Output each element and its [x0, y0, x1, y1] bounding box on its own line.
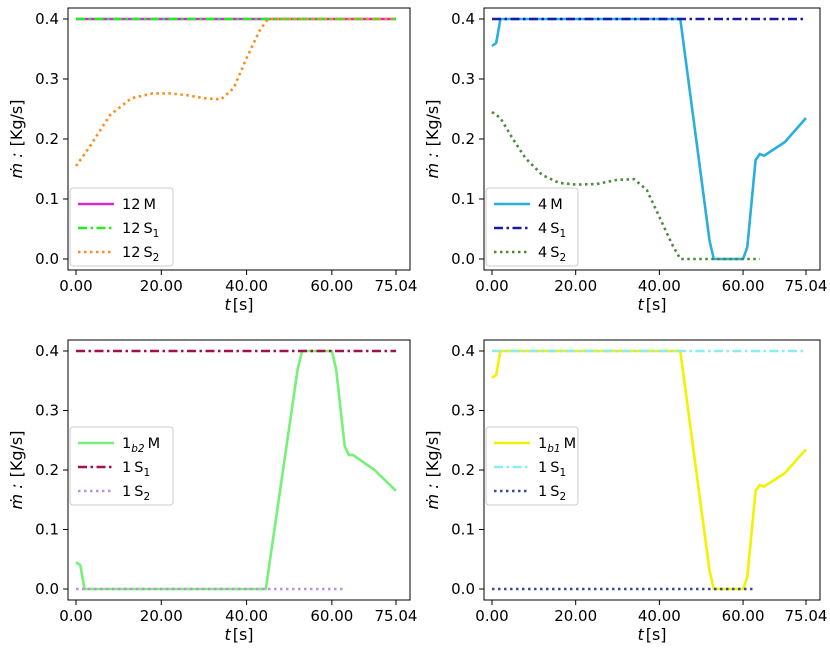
x-tick-label: 20.00	[554, 607, 597, 625]
series-line-3	[491, 110, 760, 261]
x-tick-label: 20.00	[140, 277, 183, 295]
y-axis-label: ṁ :[Kg/s]	[423, 100, 442, 179]
y-tick-label: 0.4	[451, 342, 475, 360]
x-tick-label: 0.00	[475, 607, 508, 625]
x-tick-label: 60.00	[722, 607, 765, 625]
legend-box	[485, 187, 579, 267]
y-tick-label: 0.1	[451, 190, 475, 208]
x-tick-label: 40.00	[225, 607, 268, 625]
x-axis-label: t [s]	[637, 295, 666, 314]
legend-box	[69, 187, 174, 267]
x-axis-label: t [s]	[637, 625, 666, 644]
series-line-3	[74, 17, 396, 167]
legend-label: 12 S1	[122, 221, 159, 240]
y-axis-label: ṁ :[Kg/s]	[423, 431, 442, 510]
y-tick-label: 0.4	[35, 342, 59, 360]
y-tick-label: 0.4	[35, 10, 59, 28]
x-tick-label: 60.00	[722, 277, 765, 295]
x-tick-label: 75.04	[785, 607, 828, 625]
legend-label: 1 S2	[538, 484, 566, 503]
y-tick-label: 0.0	[451, 580, 475, 598]
legend-label: 12 S2	[122, 245, 159, 264]
subplot-3: 0.00 20.00 40.00 60.00 75.04 0.0 0.1 0.2 0.3 0.4 t…	[7, 339, 418, 644]
x-tick-label: 75.04	[375, 607, 418, 625]
subplot-2: 0.00 20.00 40.00 60.00 75.04 0.0 0.1 0.2 0.3 0.4 t…	[423, 7, 828, 314]
y-tick-label: 0.0	[451, 250, 475, 268]
x-tick-label: 60.00	[310, 607, 353, 625]
x-tick-label: 20.00	[140, 607, 183, 625]
y-tick-label: 0.2	[35, 130, 59, 148]
x-tick-label: 40.00	[638, 607, 681, 625]
subplot-4: 0.00 20.00 40.00 60.00 75.04 0.0 0.1 0.2 0.3 0.4 t…	[423, 339, 828, 644]
legend-label: 1 S1	[122, 460, 150, 479]
x-tick-label: 60.00	[310, 277, 353, 295]
y-tick-label: 0.0	[35, 250, 59, 268]
legend-label: 1 S1	[538, 460, 566, 479]
legend-label: 1 S2	[122, 484, 150, 503]
subplot-1: 0.00 20.00 40.00 60.00 75.04 0.0 0.1 0.2 0.3 0.4 t…	[7, 7, 418, 314]
legend-box	[485, 426, 579, 506]
y-tick-label: 0.3	[35, 70, 59, 88]
y-tick-label: 0.1	[451, 521, 475, 539]
y-axis-label: ṁ :[Kg/s]	[7, 431, 26, 510]
legend-box	[69, 426, 174, 506]
y-tick-label: 0.2	[451, 130, 475, 148]
x-tick-label: 0.00	[59, 607, 92, 625]
x-tick-label: 75.04	[375, 277, 418, 295]
legend-label: 4 S1	[538, 221, 566, 240]
legend-label: 4 S2	[538, 245, 566, 264]
x-axis-label: t [s]	[224, 625, 253, 644]
y-tick-label: 0.0	[35, 580, 59, 598]
y-tick-label: 0.1	[35, 190, 59, 208]
x-tick-label: 40.00	[225, 277, 268, 295]
y-tick-label: 0.2	[451, 461, 475, 479]
x-tick-label: 75.04	[785, 277, 828, 295]
legend-label: 1b1 M	[538, 436, 576, 455]
x-tick-label: 0.00	[59, 277, 92, 295]
x-tick-label: 20.00	[554, 277, 597, 295]
y-tick-label: 0.3	[451, 70, 475, 88]
y-axis-label: ṁ :[Kg/s]	[7, 100, 26, 179]
x-tick-label: 40.00	[638, 277, 681, 295]
y-tick-label: 0.3	[451, 402, 475, 420]
legend-label: 1b2 M	[122, 436, 160, 455]
legend-label: 12 M	[122, 197, 156, 213]
x-axis-label: t [s]	[224, 295, 253, 314]
y-tick-label: 0.1	[35, 521, 59, 539]
y-tick-label: 0.3	[35, 402, 59, 420]
x-tick-label: 0.00	[475, 277, 508, 295]
y-tick-label: 0.4	[451, 10, 475, 28]
y-tick-label: 0.2	[35, 461, 59, 479]
